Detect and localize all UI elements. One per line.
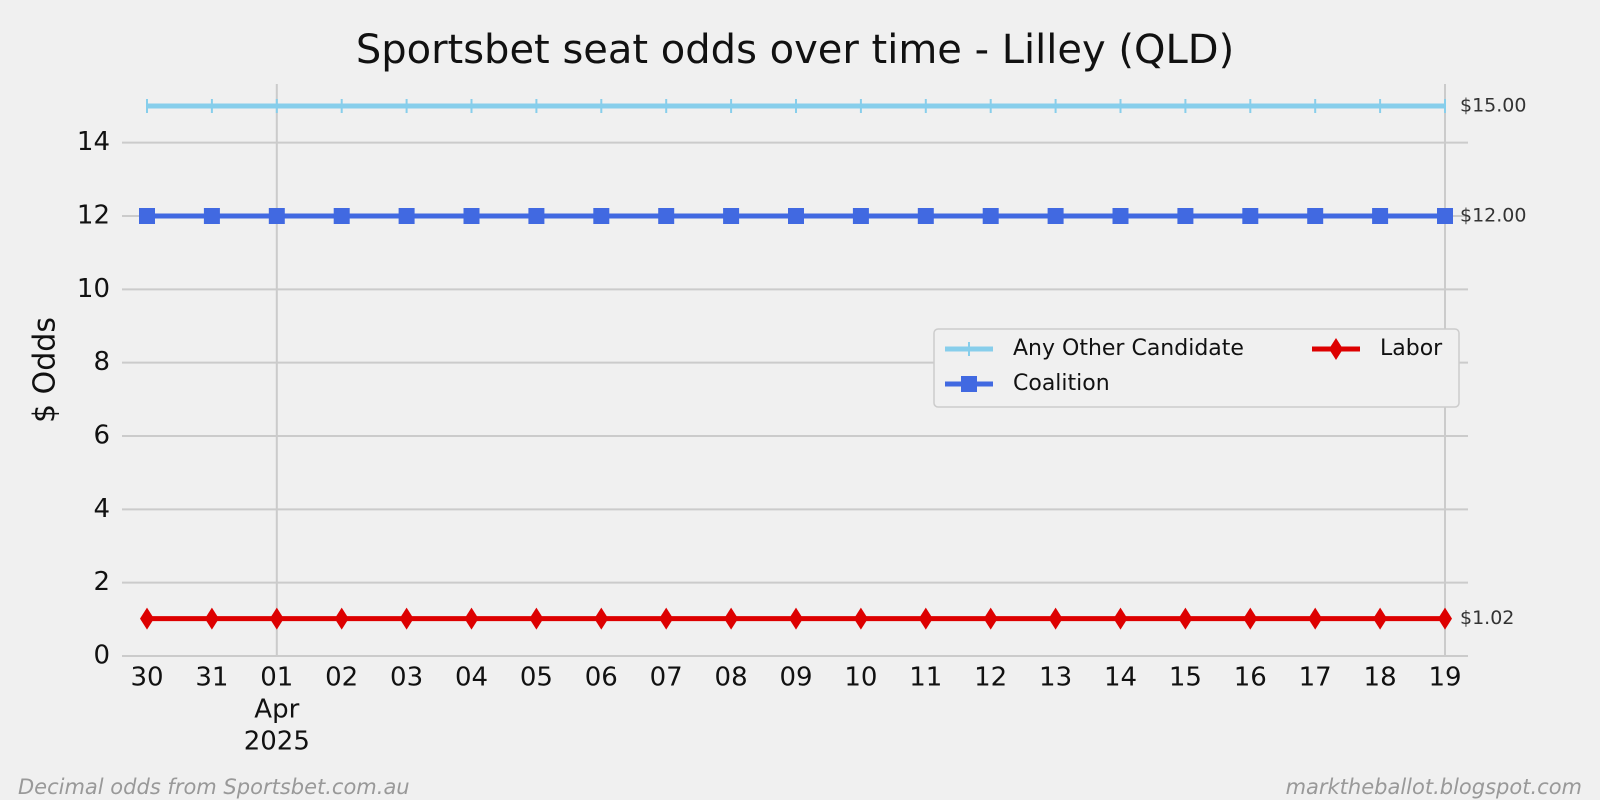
series (146, 99, 1446, 113)
footer-left: Decimal odds from Sportsbet.com.au (18, 775, 410, 799)
legend-marker (961, 376, 977, 392)
marker (723, 208, 740, 224)
marker (399, 607, 414, 630)
marker (852, 208, 869, 224)
x-tick-label: 03 (390, 663, 423, 693)
marker (1373, 607, 1388, 630)
marker (789, 607, 803, 630)
marker (1308, 607, 1323, 630)
marker (788, 208, 804, 224)
x-tick-label: 11 (909, 663, 942, 693)
y-tick-label: 6 (93, 421, 110, 451)
legend-label: Labor (1380, 336, 1443, 361)
x-tick-label: 13 (1039, 663, 1072, 693)
marker (464, 607, 479, 630)
legend-label: Coalition (1013, 371, 1110, 396)
y-tick-label: 8 (93, 347, 110, 377)
legend-label: Any Other Candidate (1013, 336, 1244, 361)
marker (398, 208, 415, 224)
y-tick-label: 10 (77, 274, 110, 304)
chart-title: Sportsbet seat odds over time - Lilley (… (356, 27, 1234, 73)
marker (1047, 208, 1064, 224)
marker (982, 208, 999, 224)
legend-marker (1329, 338, 1343, 360)
marker (918, 607, 933, 630)
marker (529, 607, 544, 630)
marker (659, 607, 674, 630)
x-tick-label: 18 (1364, 663, 1397, 693)
y-tick-label: 0 (93, 641, 110, 671)
marker (1178, 607, 1193, 630)
marker (983, 607, 998, 630)
x-tick-label: 16 (1234, 663, 1267, 693)
x-period-label: Apr (254, 695, 299, 725)
marker (268, 208, 285, 224)
x-tick-label: 01 (260, 663, 293, 693)
marker (204, 607, 219, 630)
marker (139, 208, 155, 224)
marker (333, 208, 350, 224)
x-tick-label: 09 (779, 663, 812, 693)
y-tick-label: 2 (93, 567, 110, 597)
y-axis-label: $ Odds (28, 317, 63, 423)
marker (1048, 607, 1063, 630)
marker (203, 208, 220, 224)
x-tick-label: 07 (650, 663, 683, 693)
x-tick-label: 05 (520, 663, 553, 693)
marker (1243, 607, 1258, 630)
x-tick-label: 30 (130, 663, 163, 693)
marker (593, 208, 610, 224)
end-label: $12.00 (1460, 205, 1526, 227)
x-tick-label: 19 (1428, 663, 1461, 693)
marker (594, 607, 609, 630)
series (140, 607, 1452, 630)
marker (463, 208, 480, 224)
marker (1372, 208, 1389, 224)
marker (1438, 607, 1452, 630)
x-tick-label: 06 (585, 663, 618, 693)
legend: Any Other Candidate Coalition Labor (933, 328, 1460, 408)
end-label: $1.02 (1460, 607, 1514, 629)
marker (334, 607, 349, 630)
marker (1177, 208, 1194, 224)
footer-right: marktheballot.blogspot.com (1286, 775, 1582, 799)
end-label: $15.00 (1460, 95, 1526, 117)
marker (269, 607, 284, 630)
marker (917, 208, 934, 224)
y-tick-label: 12 (77, 201, 110, 231)
x-tick-label: 10 (844, 663, 877, 693)
x-tick-label: 31 (195, 663, 228, 693)
series (139, 208, 1453, 224)
x-tick-label: 15 (1169, 663, 1202, 693)
x-tick-label: 17 (1299, 663, 1332, 693)
marker (853, 607, 868, 630)
x-tick-label: 08 (715, 663, 748, 693)
x-tick-label: 02 (325, 663, 358, 693)
marker (140, 607, 154, 630)
marker (1242, 208, 1259, 224)
marker (724, 607, 739, 630)
marker (1307, 208, 1324, 224)
x-period-label: 2025 (244, 727, 310, 757)
marker (658, 208, 675, 224)
marker (1112, 208, 1129, 224)
y-tick-label: 14 (77, 127, 110, 157)
marker (528, 208, 545, 224)
x-tick-label: 12 (974, 663, 1007, 693)
x-tick-label: 04 (455, 663, 488, 693)
x-tick-label: 14 (1104, 663, 1137, 693)
marker (1437, 208, 1453, 224)
y-tick-label: 4 (93, 494, 110, 524)
marker (1113, 607, 1128, 630)
